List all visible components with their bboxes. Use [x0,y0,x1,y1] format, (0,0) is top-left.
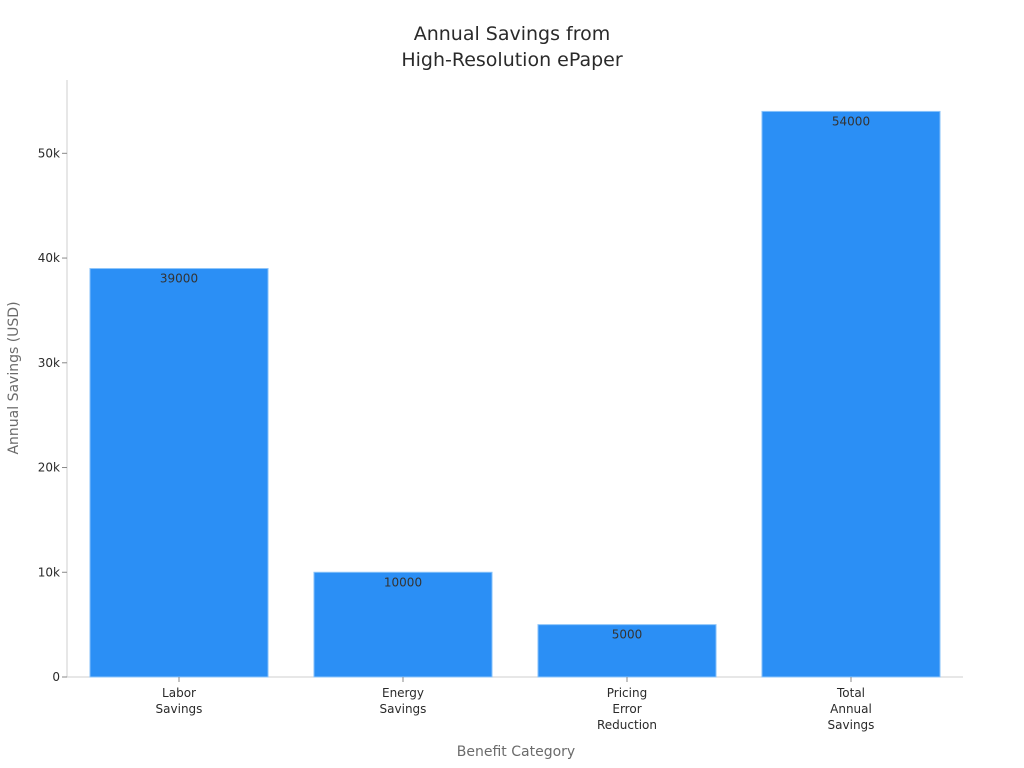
x-tick-label: Labor Savings [156,686,203,716]
x-tick-label-line: Energy [382,686,424,700]
y-tick-label: 30k [38,356,60,370]
x-tick-label-line: Error [612,702,641,716]
x-tick-label-line: Savings [828,718,875,732]
x-tick-label-line: Total [836,686,865,700]
plot-area: 0 10k 20k 30k 40k 50k 39000 Labor Savings 10000 En… [38,80,963,732]
bar-value-label: 10000 [384,575,422,589]
x-tick-label: Total Annual Savings [828,686,875,732]
x-tick-label-line: Reduction [597,718,657,732]
y-tick-label: 0 [52,670,60,684]
bar [89,268,269,678]
x-tick-label-line: Labor [162,686,196,700]
x-axis-title: Benefit Category [457,744,575,760]
chart-title-line-2: High-Resolution ePaper [401,49,623,71]
x-tick-label: Energy Savings [380,686,427,716]
y-tick-label: 10k [38,565,60,579]
x-tick-label-line: Annual [830,702,872,716]
x-tick-label-line: Savings [156,702,203,716]
bar-value-label: 54000 [832,114,870,128]
y-tick-label: 20k [38,461,60,475]
bar [313,571,493,678]
x-tick-label-line: Pricing [607,686,647,700]
y-tick-label: 50k [38,146,60,160]
y-axis-title: Annual Savings (USD) [6,301,22,454]
bar [761,110,941,678]
chart-title-line-1: Annual Savings from [414,23,611,45]
bar-value-label: 39000 [160,272,198,286]
chart-title: Annual Savings from High-Resolution ePap… [401,23,623,71]
bar [537,624,717,678]
x-tick-label: Pricing Error Reduction [597,686,657,732]
x-tick-label-line: Savings [380,702,427,716]
bar-value-label: 5000 [612,628,643,642]
y-tick-label: 40k [38,251,60,265]
